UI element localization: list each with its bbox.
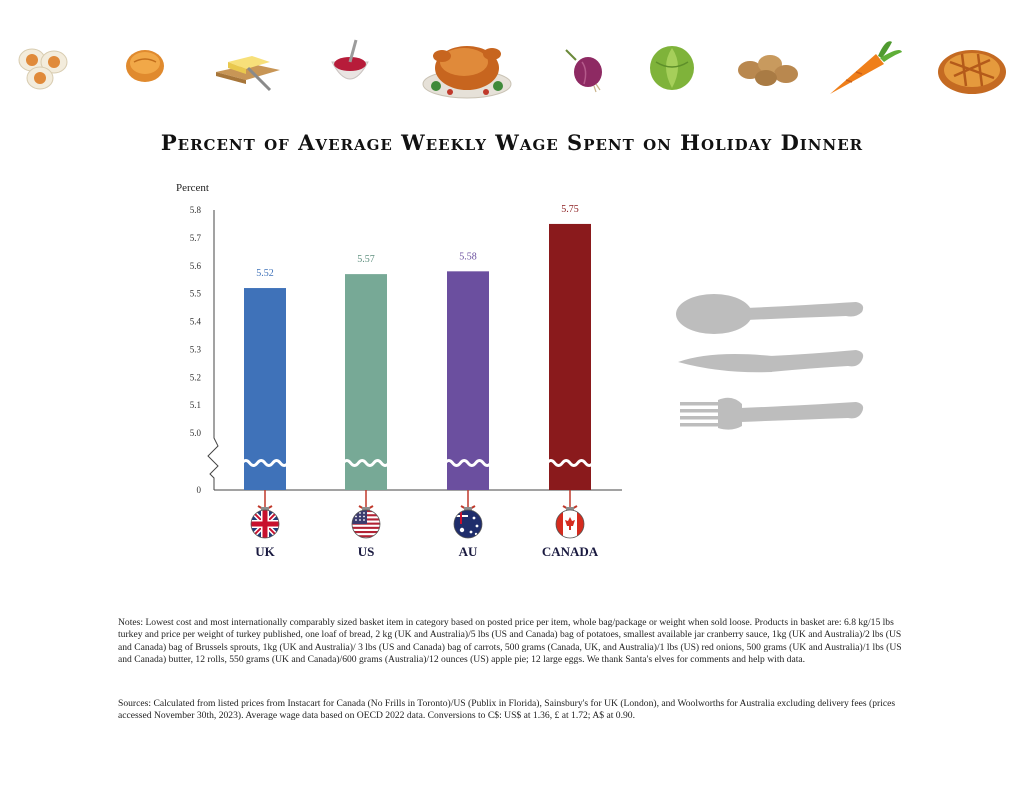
apple-pie-icon bbox=[938, 50, 1006, 94]
notes-text: Notes: Lowest cost and most internationa… bbox=[118, 617, 902, 666]
y-tick-label: 0 bbox=[197, 485, 202, 495]
category-label: CANADA bbox=[542, 544, 599, 559]
spoon-icon bbox=[676, 294, 864, 334]
ornament-cap bbox=[464, 507, 472, 511]
axis-break-marker bbox=[443, 459, 493, 467]
food-icons-row bbox=[0, 30, 1024, 110]
axis-break-marker bbox=[341, 459, 391, 467]
category-label: AU bbox=[459, 544, 478, 559]
carrot-icon bbox=[830, 41, 902, 94]
knife-icon bbox=[678, 350, 864, 373]
ornament-cap bbox=[362, 507, 370, 511]
bar-canada bbox=[549, 223, 591, 490]
y-tick-label: 5.5 bbox=[190, 289, 202, 299]
data-label: 5.52 bbox=[256, 268, 274, 279]
ornament-cap bbox=[566, 507, 574, 511]
us-flag-ornament-icon bbox=[351, 509, 381, 539]
y-axis-line bbox=[207, 210, 219, 490]
y-tick-label: 5.3 bbox=[190, 344, 202, 354]
y-tick-label: 5.0 bbox=[190, 428, 202, 438]
uk-flag-ornament-icon bbox=[250, 509, 280, 539]
cutlery-decoration bbox=[676, 294, 864, 430]
y-tick-label: 5.6 bbox=[190, 261, 202, 271]
roast-turkey-icon bbox=[422, 46, 512, 99]
y-tick-label: 5.7 bbox=[190, 233, 202, 243]
canada-flag-ornament-icon bbox=[555, 509, 585, 539]
y-tick-label: 5.8 bbox=[190, 205, 202, 215]
eggs-icon bbox=[18, 48, 68, 90]
ornament-cap bbox=[261, 507, 269, 511]
axis-break-marker bbox=[545, 459, 595, 467]
red-onion-icon bbox=[565, 49, 602, 93]
chart-title: Percent of Average Weekly Wage Spent on … bbox=[160, 130, 864, 155]
brussels-sprout-icon bbox=[650, 46, 694, 90]
data-label: 5.75 bbox=[561, 204, 579, 215]
y-tick-label: 5.4 bbox=[190, 317, 202, 327]
cranberry-sauce-icon bbox=[331, 39, 369, 80]
category-label: UK bbox=[255, 544, 275, 559]
bread-roll-icon bbox=[126, 50, 164, 82]
bar-chart: Percent 5.8 5.7 5.6 5.5 5.4 5.3 5.2 5.1 5.0 0 5.52… bbox=[176, 182, 622, 559]
data-label: 5.58 bbox=[459, 251, 477, 262]
y-tick-label: 5.1 bbox=[190, 400, 201, 410]
potatoes-icon bbox=[738, 55, 798, 86]
axis-break-marker bbox=[240, 459, 290, 467]
y-tick-label: 5.2 bbox=[190, 372, 201, 382]
sources-text: Sources: Calculated from listed prices f… bbox=[118, 698, 896, 722]
category-label: US bbox=[358, 544, 375, 559]
butter-icon bbox=[216, 56, 280, 92]
bar-uk bbox=[244, 288, 286, 490]
fork-icon bbox=[680, 397, 864, 430]
y-axis-label: Percent bbox=[176, 182, 209, 194]
australia-flag-ornament-icon bbox=[453, 509, 483, 539]
bar-us bbox=[345, 274, 387, 490]
data-label: 5.57 bbox=[357, 254, 375, 265]
bar-au bbox=[447, 271, 489, 490]
